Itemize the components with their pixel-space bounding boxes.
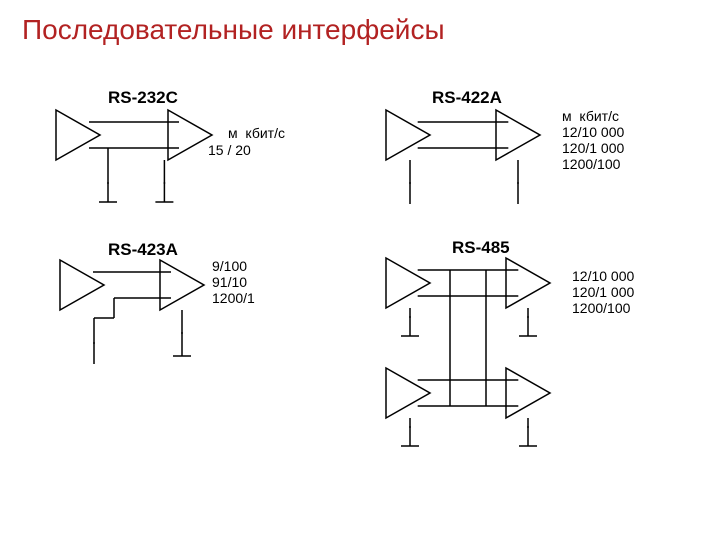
diagram-rs232c — [48, 104, 248, 204]
diagram-rs485 — [378, 252, 588, 462]
diagram-rs423a — [52, 254, 252, 364]
page-title: Последовательные интерфейсы — [22, 14, 445, 46]
diagram-slide: Последовательные интерфейсы RS-232Cм кби… — [0, 0, 720, 540]
diagram-rs422a — [378, 104, 578, 204]
